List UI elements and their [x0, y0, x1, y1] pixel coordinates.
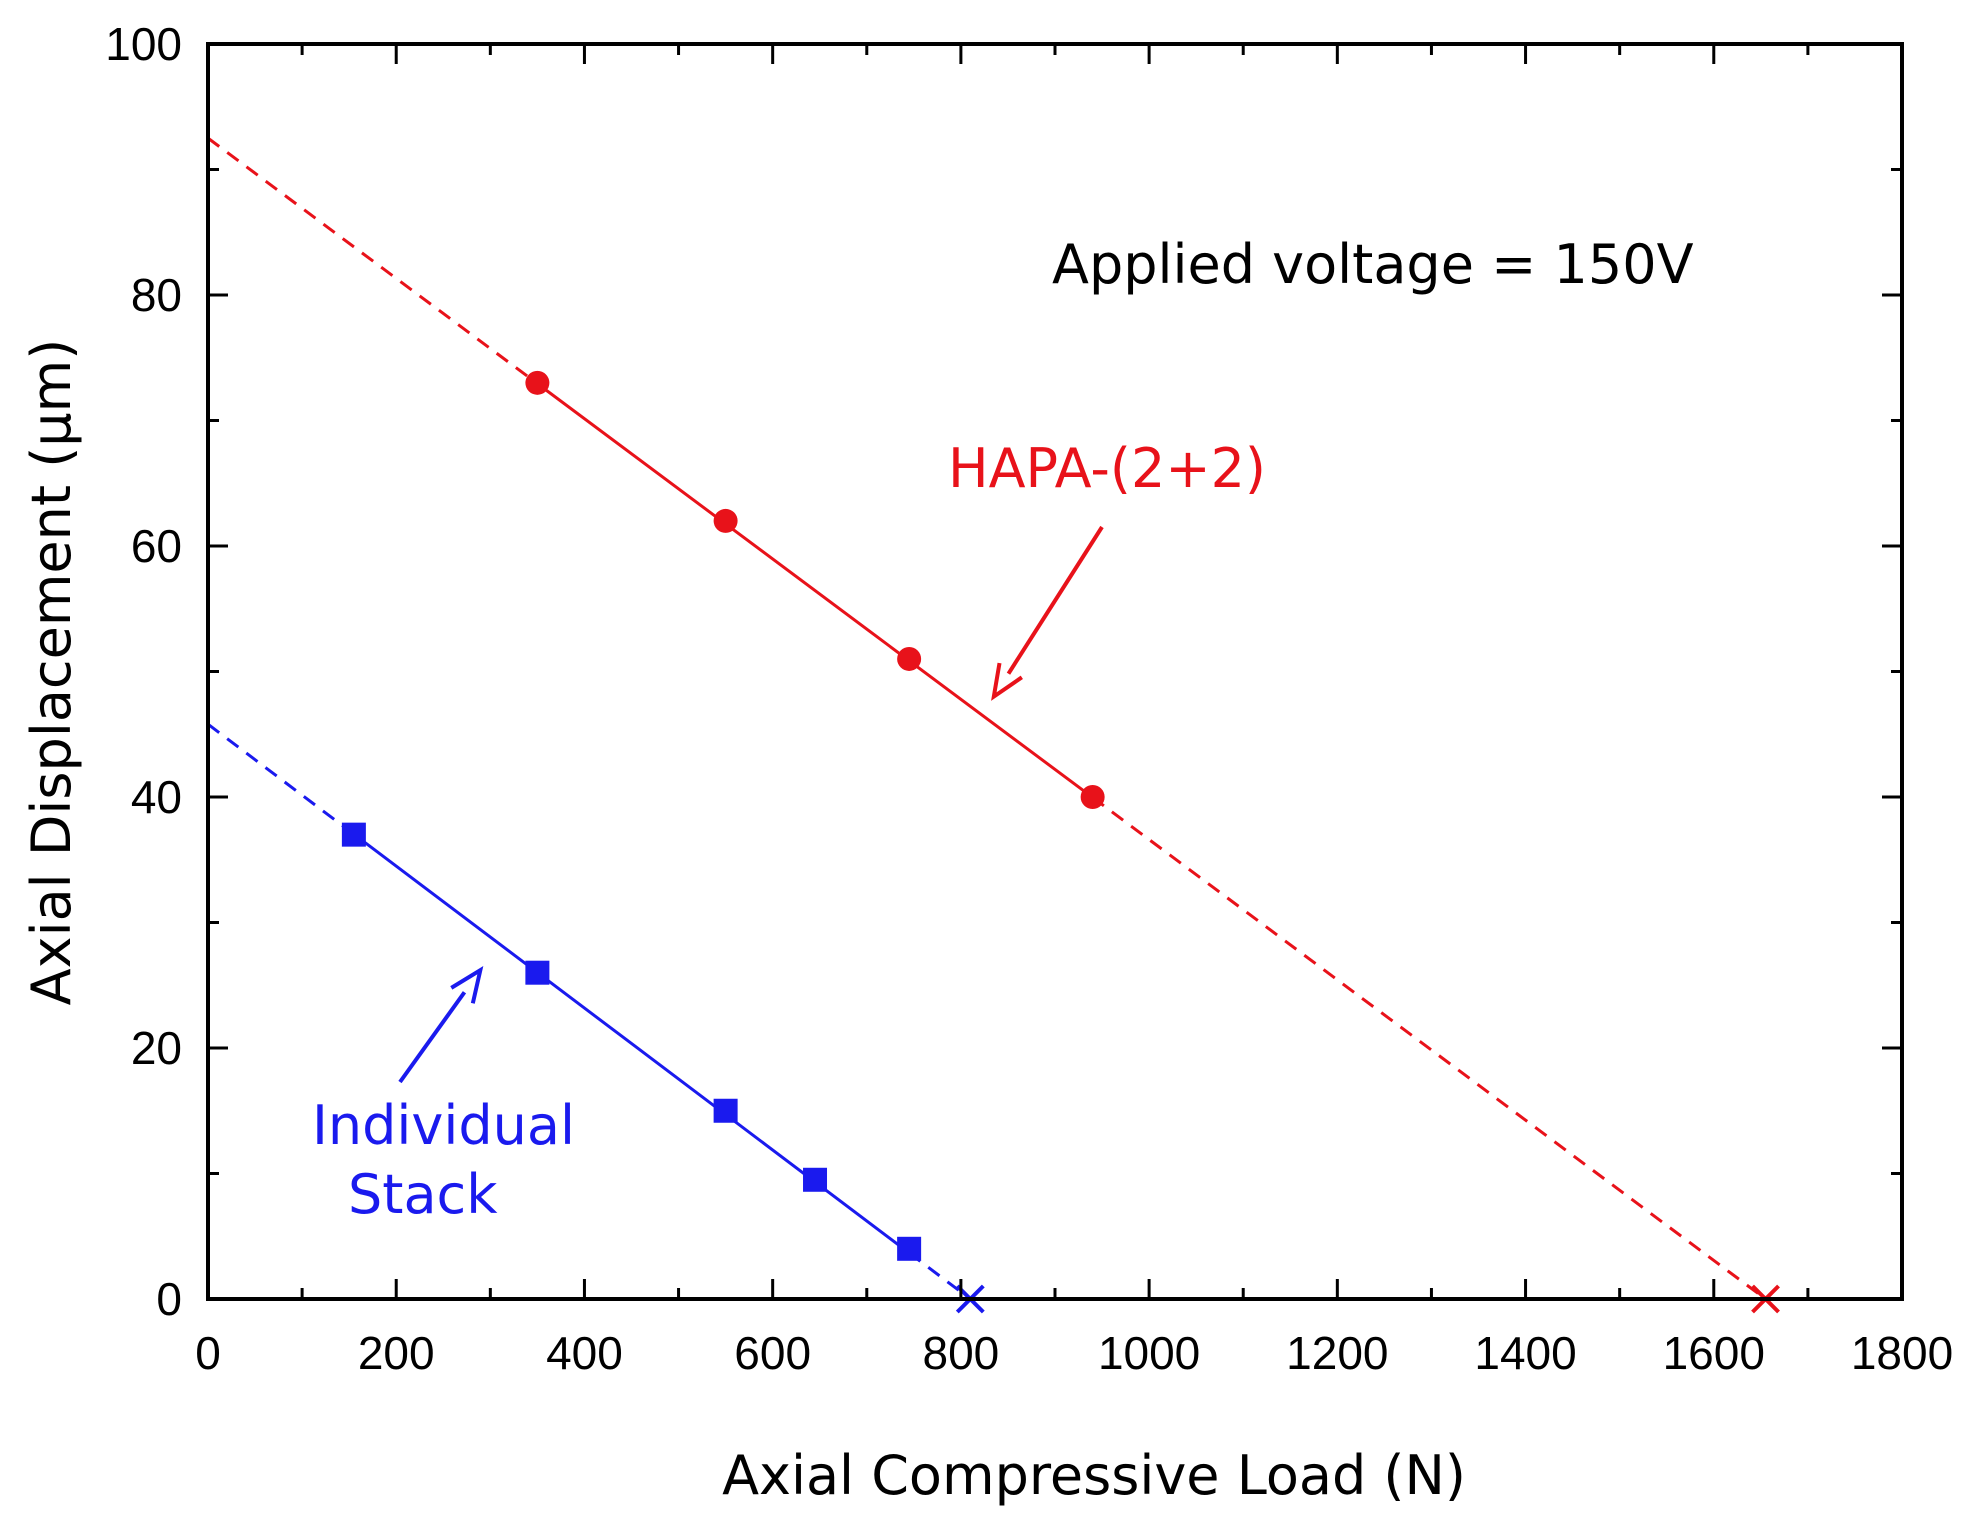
stack-data-point — [803, 1167, 828, 1192]
y-axis-title: Axial Displacement (µm) — [20, 339, 83, 1006]
stack-data-point — [525, 960, 550, 985]
x-tick-label: 1600 — [1663, 1327, 1765, 1379]
x-tick-label: 800 — [923, 1327, 1000, 1379]
stack-label-line1: Individual — [312, 1094, 575, 1157]
stack-arrow-shaft — [398, 991, 467, 1084]
y-tick-label: 20 — [131, 1022, 182, 1074]
stack-label-line2: Stack — [348, 1163, 498, 1226]
hapa-label: HAPA-(2+2) — [948, 437, 1266, 500]
x-tick-label: 0 — [195, 1327, 221, 1379]
hapa-arrow — [991, 525, 1104, 701]
x-tick-label: 1200 — [1286, 1327, 1388, 1379]
stack-data-point — [341, 822, 366, 847]
y-tick-label: 80 — [131, 269, 182, 321]
hapa-data-point — [1080, 785, 1105, 809]
hapa-fit-dashed-start — [207, 136, 539, 385]
x-tick-label: 1000 — [1098, 1327, 1200, 1379]
y-tick-label: 60 — [131, 520, 182, 572]
stack-data-point — [713, 1098, 738, 1123]
stack-arrow — [398, 965, 484, 1084]
y-tick-label: 40 — [131, 771, 182, 823]
x-axis-title: Axial Compressive Load (N) — [722, 1444, 1466, 1507]
x-tick-label: 400 — [546, 1327, 623, 1379]
hapa-fit-dashed-end — [1091, 796, 1767, 1301]
stack-arrow-head — [450, 965, 484, 1004]
y-tick-label: 100 — [105, 18, 182, 70]
voltage-annotation: Applied voltage = 150V — [1052, 233, 1694, 296]
x-tick-label: 600 — [734, 1327, 811, 1379]
x-tick-label: 1800 — [1851, 1327, 1953, 1379]
hapa-data-point — [713, 508, 738, 533]
hapa-fit-solid — [536, 382, 1094, 799]
stack-data-point — [897, 1236, 922, 1261]
x-tick-label: 200 — [358, 1327, 435, 1379]
hapa-arrow-shaft — [1006, 525, 1104, 675]
hapa-arrow-head — [991, 662, 1023, 701]
hapa-data-point — [525, 370, 550, 395]
y-tick-label: 0 — [156, 1273, 182, 1325]
hapa-data-point — [897, 646, 922, 671]
x-tick-label: 1400 — [1474, 1327, 1576, 1379]
stack-fit-dashed-start — [207, 723, 355, 836]
